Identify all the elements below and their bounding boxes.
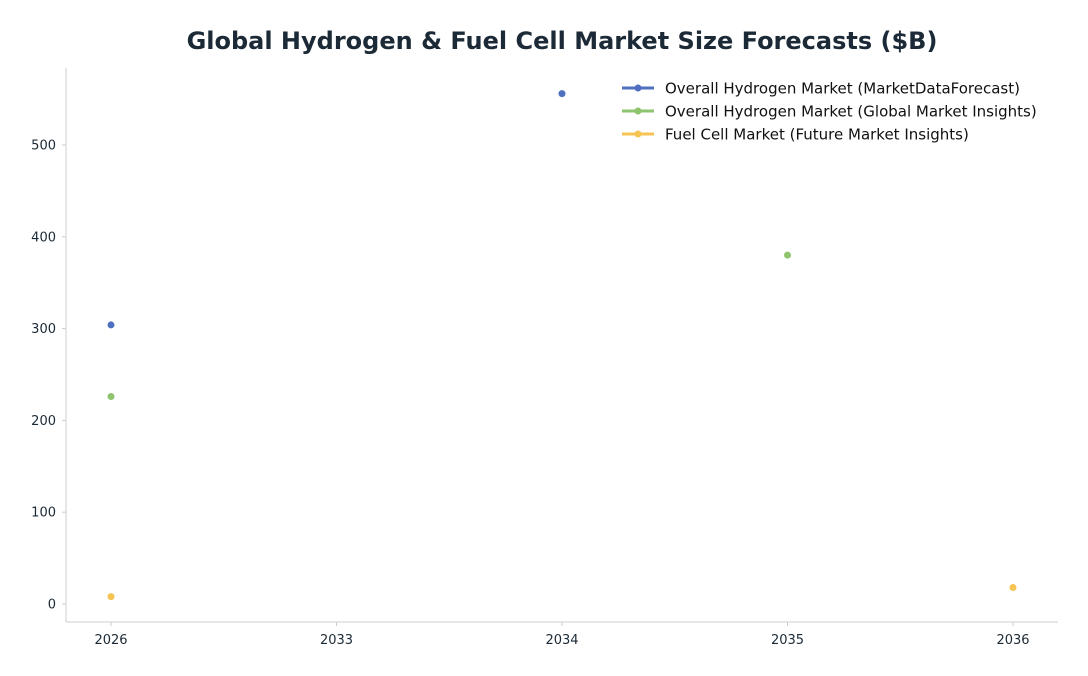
legend: Overall Hydrogen Market (MarketDataForec… (622, 80, 1037, 144)
legend-label: Fuel Cell Market (Future Market Insights… (665, 126, 969, 144)
y-tick-label: 400 (31, 230, 56, 245)
y-tick-label: 0 (48, 598, 56, 613)
legend-label: Overall Hydrogen Market (MarketDataForec… (665, 80, 1020, 98)
legend-swatch-marker (634, 84, 642, 92)
legend-swatch-marker (634, 107, 642, 115)
x-tick-label: 2036 (996, 633, 1029, 648)
y-tick-label: 500 (31, 139, 56, 154)
axes: 0 100 200 300 400 500 2026 2033 2034 2035 2036 (31, 68, 1058, 648)
data-point-series-2 (784, 251, 791, 259)
x-tick-label: 2033 (320, 633, 353, 648)
data-point-series-3 (107, 593, 115, 601)
x-tick-label: 2026 (94, 633, 127, 648)
data-point-series-1 (107, 321, 115, 329)
data-point-series-2 (107, 393, 115, 401)
legend-swatch-marker (634, 130, 642, 138)
data-points (107, 90, 1017, 601)
legend-label: Overall Hydrogen Market (Global Market I… (665, 103, 1037, 121)
x-tick-label: 2035 (771, 633, 804, 648)
y-tick-label: 100 (31, 506, 56, 521)
chart-title: Global Hydrogen & Fuel Cell Market Size … (187, 27, 938, 55)
data-point-series-1 (558, 90, 566, 98)
x-tick-label: 2034 (545, 633, 578, 648)
y-tick-label: 200 (31, 414, 56, 429)
data-point-series-3 (1009, 583, 1017, 591)
y-tick-label: 300 (31, 322, 56, 337)
